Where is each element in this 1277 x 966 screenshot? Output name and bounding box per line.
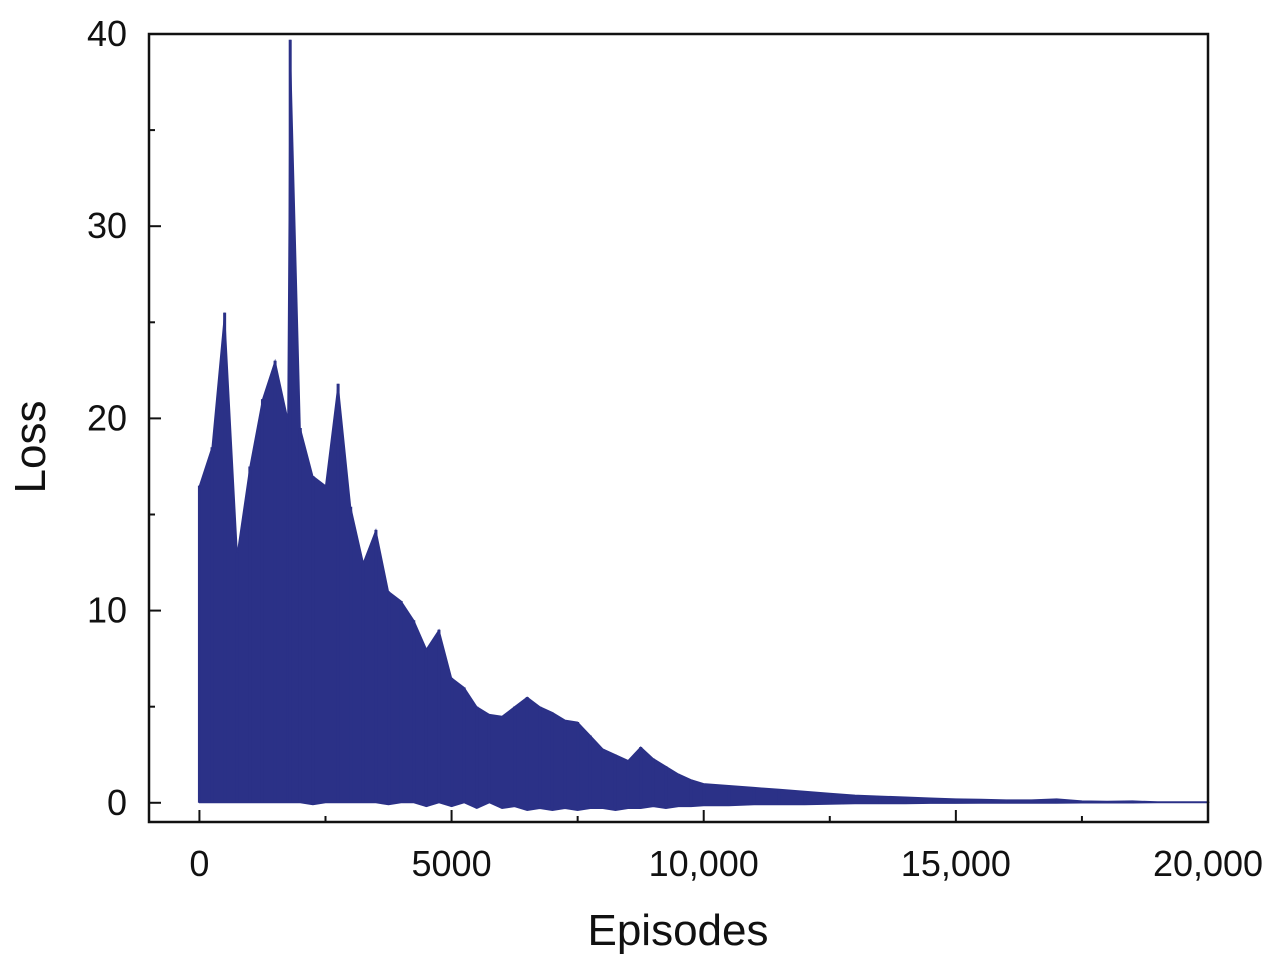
y-tick-label: 10 [87,590,127,631]
y-tick-label: 40 [87,13,127,54]
series-layer [197,39,1210,812]
ticks-layer: 0 5000 10,000 15,000 20,000 0 10 20 30 40 [87,13,1263,884]
y-tick-label: 30 [87,205,127,246]
x-tick-label: 10,000 [649,843,759,884]
y-axis-title: Loss [6,401,55,494]
x-axis-title: Episodes [587,906,768,955]
plot-frame [147,32,1210,824]
y-tick-label: 0 [107,782,127,823]
x-tick-label: 5000 [412,843,492,884]
x-tick-label: 15,000 [901,843,1011,884]
x-tick-label: 20,000 [1153,843,1263,884]
y-tick-label: 20 [87,397,127,438]
x-tick-label: 0 [189,843,209,884]
